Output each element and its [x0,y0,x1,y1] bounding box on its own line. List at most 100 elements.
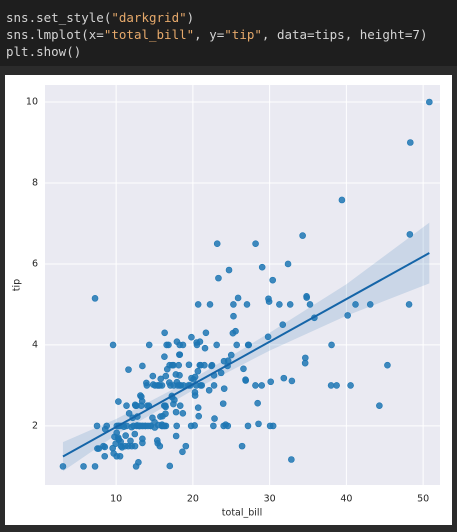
point [160,422,168,430]
point [139,362,146,370]
code-string: "darkgrid" [111,10,187,25]
point [201,344,209,352]
point [138,393,145,401]
point [303,294,310,301]
point [302,354,309,362]
point [163,365,171,373]
output-panel: total_bill tip 10 20 30 40 50 2 4 6 8 10 [5,75,452,525]
x-tick-label: 30 [264,494,276,505]
point [206,301,214,308]
point [284,260,292,268]
x-tick-label: 50 [417,494,429,505]
point [173,422,180,430]
point [113,452,120,460]
point [220,357,228,365]
point [299,232,306,239]
point [166,462,174,470]
x-tick-label: 40 [340,494,352,505]
point [193,341,201,349]
point [139,439,146,447]
point [244,422,252,430]
code-line: sns.lmplot(x="total_bill", y="tip", data… [6,26,457,43]
point [230,301,237,308]
point [190,376,197,383]
point [288,456,295,463]
point [219,400,227,407]
point [118,444,126,451]
point [245,341,253,349]
y-tick-label: 2 [32,420,38,431]
point [279,321,287,328]
regression-line [62,252,430,458]
point [179,341,187,349]
point [240,365,247,373]
point [137,402,145,409]
point [172,432,180,440]
point [101,452,109,460]
point [243,301,251,308]
point [205,386,213,394]
point [344,312,351,319]
point [267,378,275,386]
point [147,422,154,430]
point [117,438,124,445]
code-text: sns.set_style( [6,10,112,25]
point [215,274,222,282]
point [188,333,195,341]
point [180,382,187,389]
point [238,442,246,450]
point [154,421,162,429]
point [125,442,132,450]
point [202,329,210,337]
point [182,442,190,450]
point [213,341,220,349]
point [115,398,122,405]
point [347,382,354,389]
point [176,371,183,379]
y-tick-label: 8 [32,177,38,188]
point [384,361,391,369]
point [131,430,139,438]
point [153,437,161,444]
point [265,295,272,303]
y-tick-label: 10 [26,97,38,108]
point [252,382,259,389]
point [234,294,242,302]
point [286,301,294,308]
point [132,463,140,470]
point [254,399,261,407]
point [95,445,103,452]
point [191,388,199,396]
point [407,139,414,146]
point [91,295,99,302]
y-tick-label: 6 [32,258,38,269]
point [333,382,340,389]
point [194,367,202,375]
point [217,369,225,377]
point [208,362,215,370]
plot-background [45,85,440,485]
point [176,351,183,358]
point [179,410,187,417]
point [125,366,132,373]
point [252,240,259,248]
point [406,231,414,238]
point [328,341,335,349]
point [149,372,157,380]
point [258,382,266,389]
point [230,312,237,320]
code-line: plt.show() [6,43,457,60]
point [306,301,314,308]
point [161,353,168,360]
point [227,351,235,359]
point [327,382,335,389]
code-text: ) [186,10,195,25]
point [163,341,170,349]
point [338,196,346,204]
x-axis-label: total_bill [222,508,262,519]
code-text: sns.lmplot(x= [6,27,104,42]
code-string: "total_bill" [103,27,195,42]
y-axis-label: tip [12,279,23,291]
point [135,422,143,430]
point [155,382,162,389]
